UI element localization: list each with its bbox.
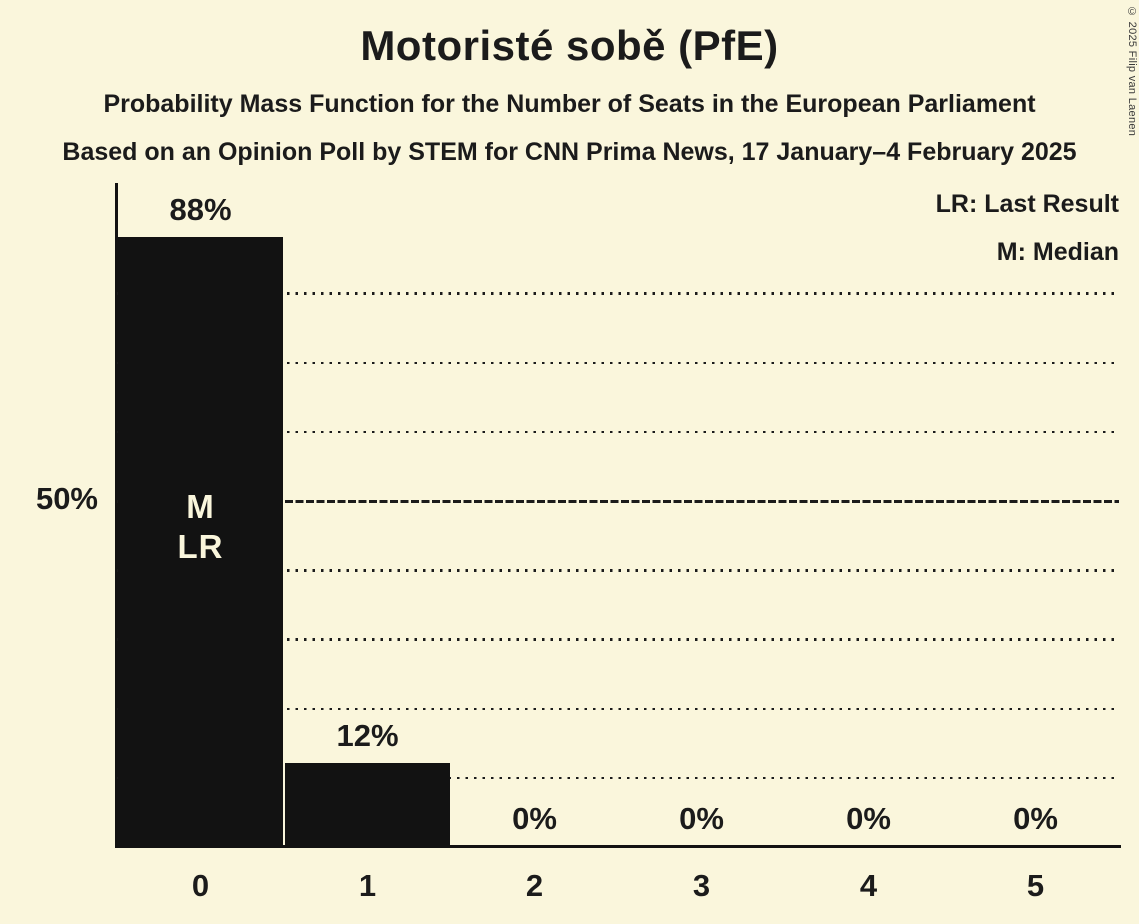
chart-subtitle-line2: Based on an Opinion Poll by STEM for CNN… <box>62 138 1077 166</box>
legend: LR: Last Result M: Median <box>936 180 1119 276</box>
x-axis-label-seat-0: 0 <box>191 868 210 903</box>
gridline-70pct <box>117 361 1119 365</box>
gridline-20pct <box>117 707 1119 711</box>
bar-seat-0 <box>118 237 283 848</box>
y-tick-label-50: 50% <box>35 481 98 516</box>
x-axis-label-seat-1: 1 <box>358 868 377 903</box>
legend-last-result: LR: Last Result <box>935 190 1119 218</box>
bar-value-label-seat-2: 0% <box>512 801 557 836</box>
gridline-30pct <box>117 638 1119 641</box>
copyright-note: © 2025 Filip van Laenen <box>1126 6 1138 137</box>
gridline-50pct <box>117 500 1119 503</box>
gridline-40pct <box>117 569 1119 572</box>
gridline-80pct <box>117 292 1119 295</box>
legend-median: M: Median <box>996 238 1119 266</box>
x-axis-label-seat-2: 2 <box>525 868 544 903</box>
bar-value-label-seat-0: 88% <box>169 192 232 228</box>
chart-subtitle-line1: Probability Mass Function for the Number… <box>103 90 1036 118</box>
gridline-10pct <box>117 776 1119 780</box>
bar-value-label-seat-4: 0% <box>846 801 891 836</box>
x-axis-label-seat-4: 4 <box>859 868 878 903</box>
x-axis-line <box>115 845 1121 848</box>
bar-value-label-seat-3: 0% <box>679 801 724 836</box>
x-axis-label-seat-5: 5 <box>1026 868 1045 903</box>
x-axis-label-seat-3: 3 <box>692 868 711 903</box>
bar-value-label-seat-5: 0% <box>1013 801 1058 836</box>
gridline-60pct <box>117 430 1119 434</box>
y-axis-line <box>115 183 118 848</box>
bar-seat-1 <box>285 763 450 848</box>
chart-title: Motoristé sobě (PfE) <box>360 22 779 69</box>
median-last-result-annotation: M LR <box>177 488 224 565</box>
bar-value-label-seat-1: 12% <box>336 717 399 753</box>
